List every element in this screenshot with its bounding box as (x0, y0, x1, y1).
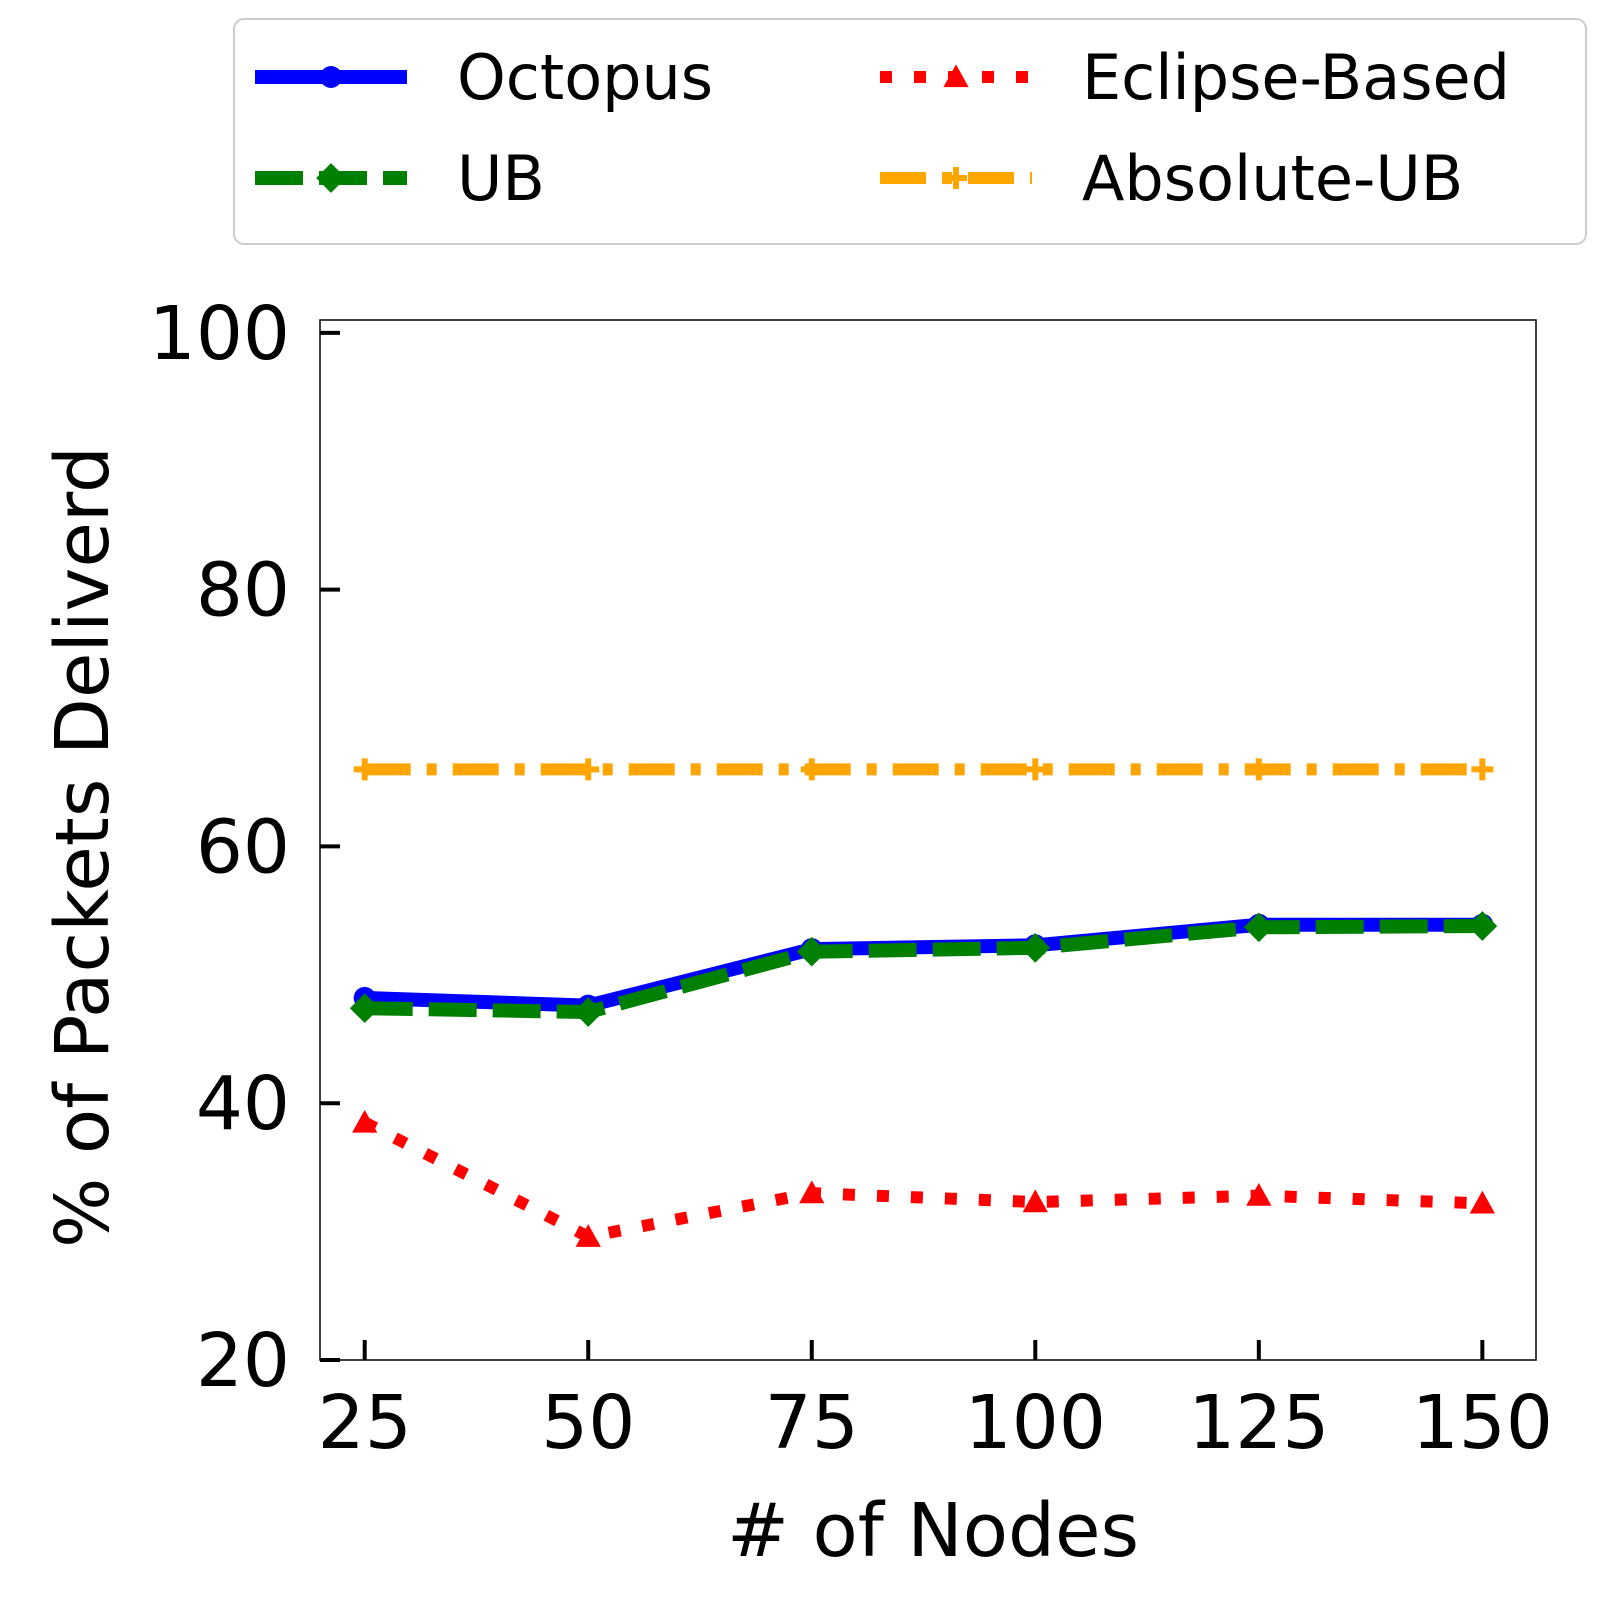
y-tick-label: 100 (149, 291, 290, 377)
series-layer (350, 758, 1497, 1246)
legend-marker-octopus (320, 66, 342, 88)
legend: Octopus UB Eclipse-Based Absolute-UB (234, 19, 1586, 244)
data-point-eclipse-based (1246, 1183, 1271, 1206)
data-point-absolute-ub (801, 758, 823, 780)
data-point-ub (797, 937, 827, 967)
x-axis-label: # of Nodes (727, 1488, 1139, 1574)
series-absolute-ub (354, 758, 1494, 780)
legend-label-absolute-ub: Absolute-UB (1082, 142, 1463, 215)
legend-label-ub: UB (457, 142, 545, 215)
data-point-absolute-ub (577, 758, 599, 780)
y-axis-label: % of Packets Deliverd (40, 446, 126, 1248)
data-point-absolute-ub (1248, 758, 1270, 780)
data-point-absolute-ub (1024, 758, 1046, 780)
series-ub (350, 911, 1497, 1027)
y-tick-label: 40 (196, 1061, 290, 1147)
ticks-layer: 25 50 75 100 125 150 20 40 60 80 100 (149, 291, 1553, 1466)
data-point-ub (1244, 912, 1274, 942)
series-eclipse-based (352, 1110, 1495, 1247)
y-tick-label: 60 (196, 804, 290, 890)
legend-label-octopus: Octopus (457, 41, 713, 114)
data-point-ub (1468, 911, 1498, 941)
x-tick-label: 50 (541, 1380, 635, 1466)
data-point-absolute-ub (1471, 758, 1493, 780)
x-tick-label: 75 (765, 1380, 859, 1466)
data-point-eclipse-based (1023, 1189, 1048, 1212)
x-tick-label: 150 (1412, 1380, 1553, 1466)
x-tick-label: 125 (1188, 1380, 1329, 1466)
series-line-octopus (365, 925, 1483, 1006)
y-tick-label: 80 (196, 548, 290, 634)
data-point-eclipse-based (1470, 1191, 1495, 1214)
data-point-absolute-ub (354, 758, 376, 780)
series-line-eclipse-based (365, 1122, 1483, 1236)
x-tick-label: 100 (965, 1380, 1106, 1466)
x-tick-label: 25 (318, 1380, 412, 1466)
y-tick-label: 20 (196, 1318, 290, 1404)
legend-label-eclipse-based: Eclipse-Based (1082, 41, 1510, 114)
